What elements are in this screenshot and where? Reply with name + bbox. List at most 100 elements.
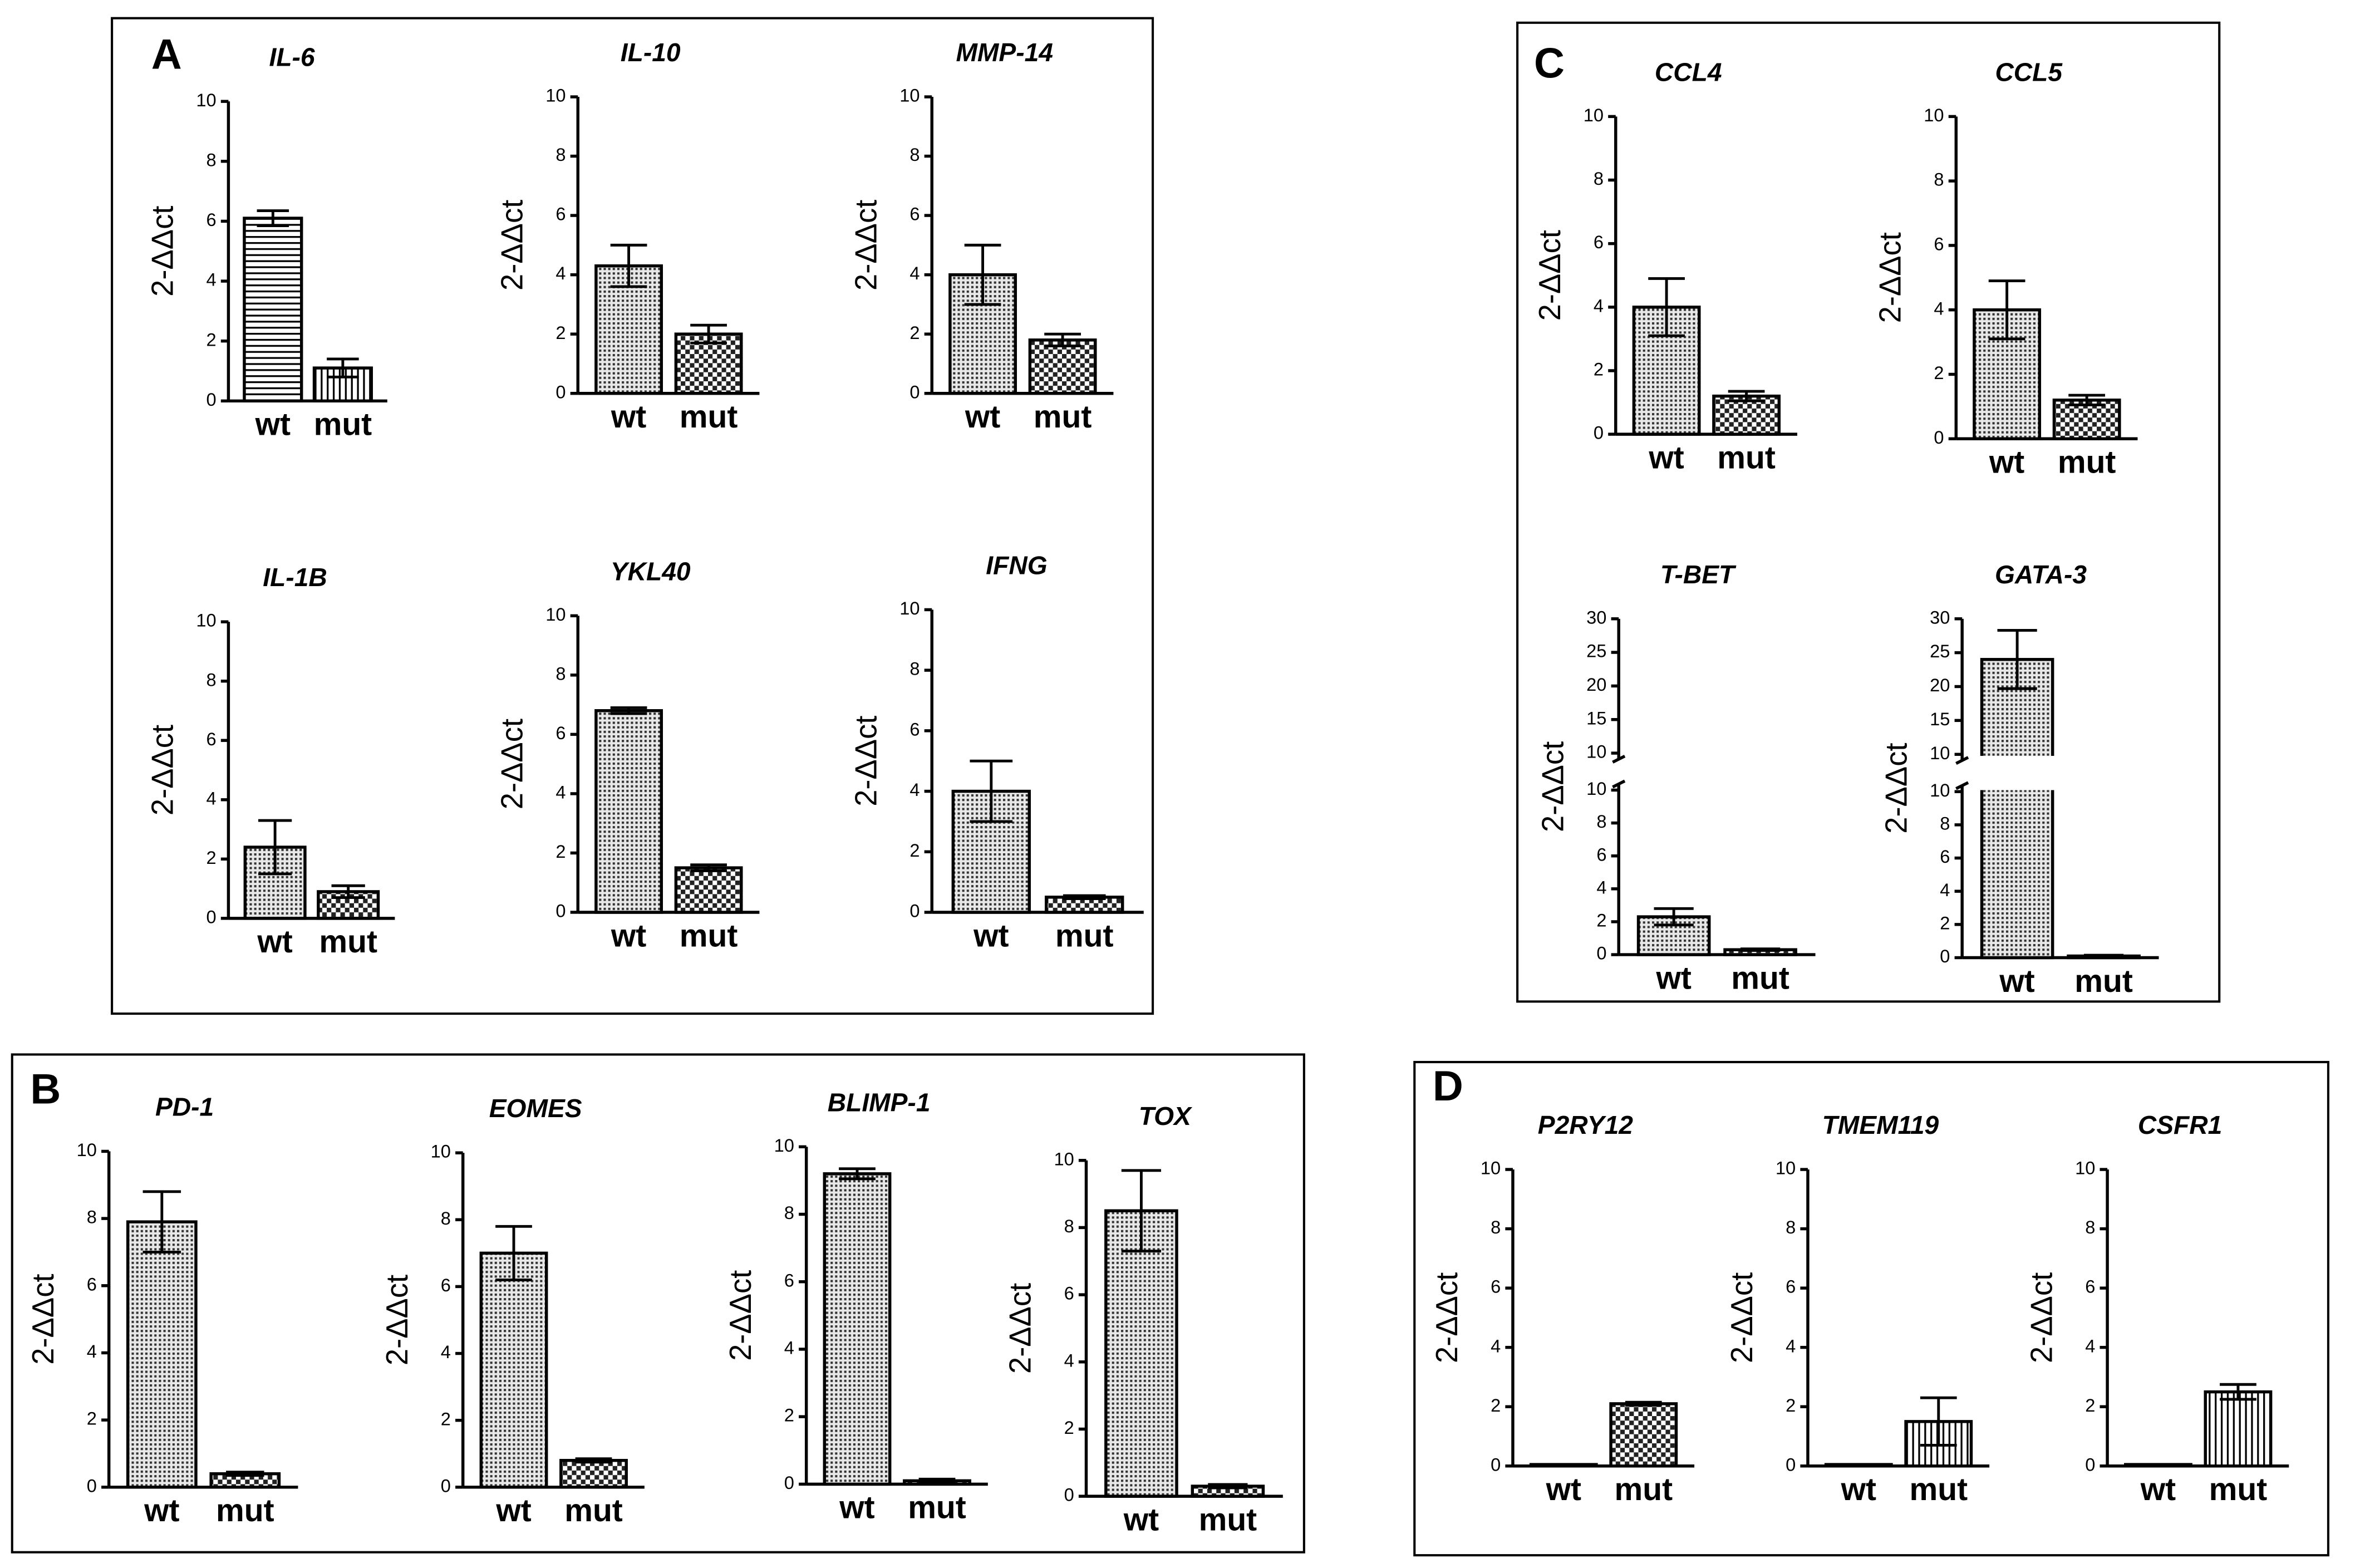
- chart-title: YKL40: [611, 557, 691, 586]
- y-tick-label: 10: [1586, 741, 1606, 762]
- error-bar: [575, 1457, 612, 1464]
- y-tick-label: 15: [1586, 707, 1606, 728]
- x-tick-label: mut: [1909, 1472, 1968, 1507]
- x-tick-label: mut: [1055, 918, 1114, 953]
- y-tick-label: 2: [206, 329, 217, 350]
- y-tick-label: 6: [1594, 232, 1604, 252]
- chart-title: IL-10: [621, 38, 681, 67]
- y-tick-label: 6: [206, 209, 217, 230]
- error-bar: [1920, 1396, 1957, 1447]
- y-tick-label: 8: [1934, 169, 1944, 190]
- y-tick-label: 4: [206, 269, 217, 290]
- x-tick-label: wt: [495, 1493, 531, 1528]
- x-tick-label: wt: [2140, 1472, 2176, 1507]
- y-axis-label: 2-ΔΔct: [1874, 232, 1907, 323]
- y-tick-label: 4: [206, 788, 217, 808]
- x-tick-label: wt: [1655, 960, 1691, 996]
- error-bar: [839, 1167, 876, 1181]
- y-tick-label: 0: [784, 1472, 794, 1493]
- y-tick-label: 4: [784, 1338, 794, 1358]
- error-bar: [970, 759, 1013, 823]
- y-tick-label: 6: [1596, 844, 1606, 864]
- y-tick-label: 6: [909, 719, 920, 739]
- y-tick-label: 4: [1594, 295, 1604, 316]
- error-bar: [610, 706, 647, 715]
- bar: [1104, 1209, 1178, 1498]
- y-tick-label: 20: [1930, 675, 1950, 695]
- y-tick-label: 10: [1054, 1148, 1074, 1169]
- y-tick-label: 6: [87, 1274, 97, 1294]
- y-tick-label: 4: [1940, 879, 1950, 900]
- y-tick-label: 20: [1586, 674, 1606, 695]
- y-tick-label: 6: [1934, 234, 1944, 254]
- y-tick-label: 2: [909, 840, 920, 861]
- y-tick-label: 0: [555, 381, 566, 402]
- y-axis-label: 2-ΔΔct: [1536, 741, 1570, 832]
- error-bar: [918, 1477, 956, 1484]
- bar: [1712, 394, 1781, 436]
- y-tick-label: 0: [2085, 1454, 2095, 1474]
- x-tick-label: mut: [2058, 445, 2116, 480]
- x-tick-label: mut: [216, 1493, 274, 1528]
- panel-frame: [1516, 21, 2221, 1003]
- y-tick-label: 8: [1596, 811, 1606, 832]
- bar: [594, 709, 663, 914]
- y-tick-label: 8: [555, 144, 566, 165]
- error-bar: [610, 243, 647, 288]
- y-axis-label: 2-ΔΔct: [2024, 1272, 2058, 1363]
- y-tick-label: 0: [1491, 1454, 1501, 1474]
- y-tick-label: 10: [1481, 1158, 1501, 1178]
- y-tick-label: 4: [555, 263, 566, 283]
- y-tick-label: 2: [555, 841, 566, 862]
- bar: [674, 866, 743, 914]
- y-tick-label: 6: [1786, 1276, 1796, 1297]
- error-bar: [1654, 907, 1694, 927]
- y-tick-label: 8: [206, 669, 217, 690]
- error-bar: [1997, 628, 2037, 690]
- y-tick-label: 10: [774, 1135, 794, 1156]
- bar: [479, 1251, 548, 1489]
- y-tick-label: 0: [1940, 946, 1950, 966]
- chart-title: CCL5: [1995, 57, 2063, 86]
- x-tick-label: mut: [2074, 964, 2133, 999]
- y-tick-label: 6: [2085, 1276, 2095, 1297]
- bar: [1028, 338, 1097, 395]
- y-tick-label: 30: [1586, 607, 1606, 627]
- error-bar: [1044, 332, 1081, 347]
- y-tick-label: 6: [1064, 1283, 1074, 1304]
- y-tick-label: 10: [1584, 105, 1604, 125]
- bar: [1980, 658, 2054, 960]
- y-tick-label: 10: [545, 604, 566, 625]
- y-tick-label: 2: [1491, 1395, 1501, 1415]
- y-tick-label: 2: [1940, 912, 1950, 933]
- y-tick-label: 0: [1064, 1485, 1074, 1505]
- y-tick-label: 25: [1586, 641, 1606, 661]
- error-bar: [1988, 279, 2025, 341]
- error-bar: [226, 1471, 264, 1477]
- y-tick-label: 15: [1930, 709, 1950, 729]
- y-tick-label: 4: [1596, 877, 1606, 897]
- y-tick-label: 4: [2085, 1335, 2095, 1356]
- bar: [1529, 1463, 1598, 1468]
- x-tick-label: wt: [839, 1490, 874, 1526]
- axis-break: [1955, 781, 1969, 790]
- y-axis-label: 2-ΔΔct: [146, 725, 180, 815]
- chart-title: IL-1B: [263, 563, 327, 592]
- y-tick-label: 2: [2085, 1395, 2095, 1415]
- x-tick-label: mut: [564, 1493, 623, 1528]
- y-tick-label: 8: [1064, 1216, 1074, 1236]
- error-bar: [2068, 394, 2106, 406]
- y-axis-label: 2-ΔΔct: [1725, 1272, 1759, 1363]
- y-tick-label: 6: [441, 1275, 451, 1295]
- x-tick-label: mut: [1034, 399, 1092, 435]
- y-tick-label: 2: [1064, 1417, 1074, 1438]
- y-tick-label: 10: [431, 1141, 451, 1162]
- x-tick-label: wt: [973, 918, 1009, 953]
- y-axis-label: 2-ΔΔct: [380, 1275, 414, 1365]
- y-tick-label: 0: [206, 906, 217, 927]
- error-bar: [1625, 1400, 1662, 1407]
- bar: [1609, 1402, 1678, 1468]
- x-tick-label: mut: [680, 399, 738, 435]
- chart-title: CCL4: [1655, 57, 1722, 86]
- error-bar: [690, 863, 727, 872]
